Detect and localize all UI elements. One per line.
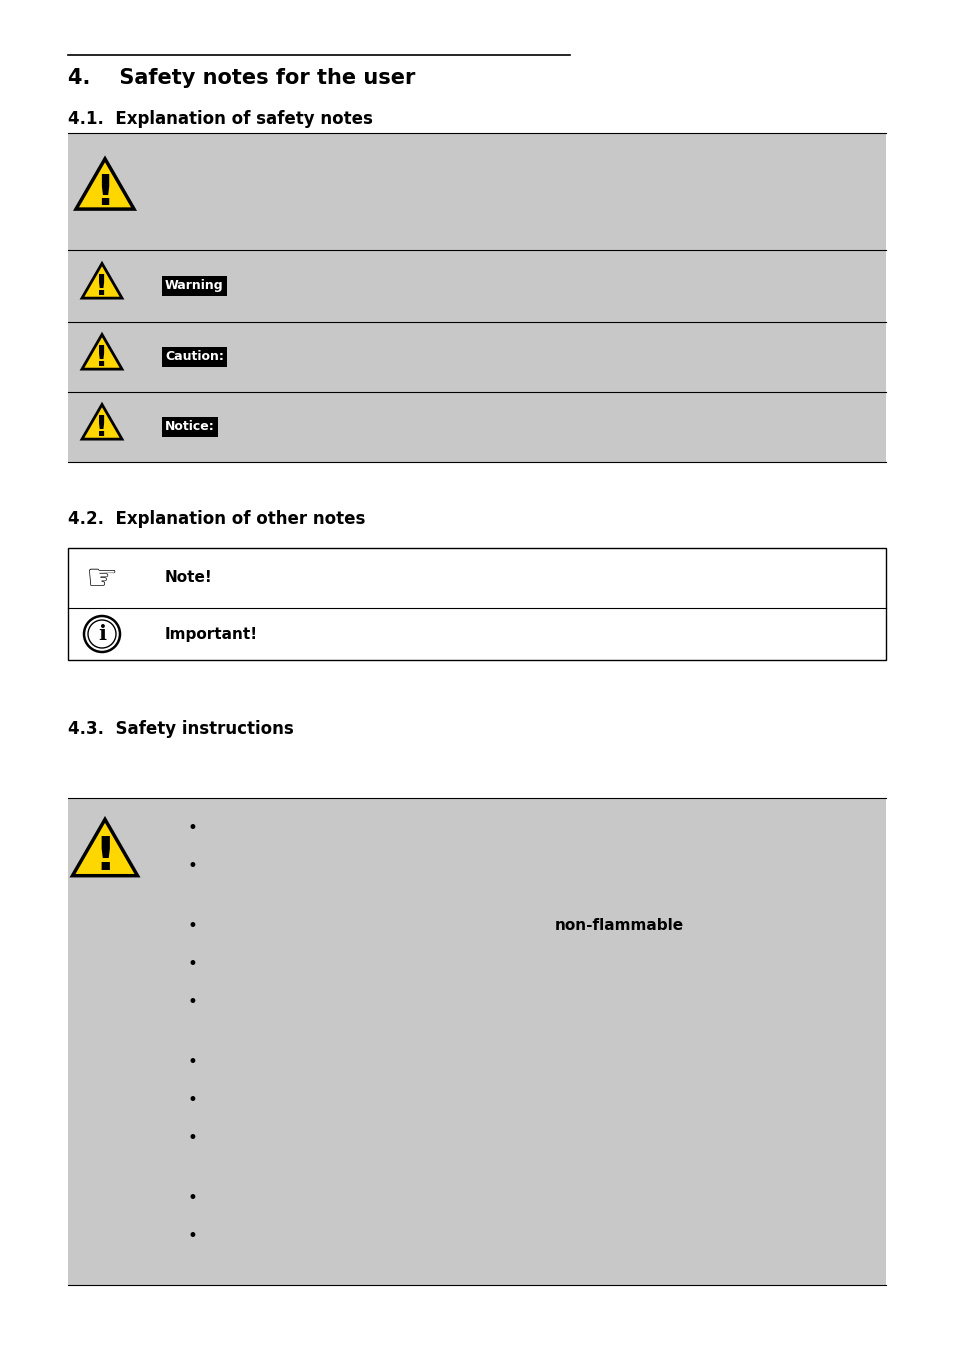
Text: •: • bbox=[187, 1188, 196, 1207]
Text: •: • bbox=[187, 955, 196, 973]
Text: non-flammable: non-flammable bbox=[555, 919, 683, 934]
Text: •: • bbox=[187, 1054, 196, 1071]
Text: !: ! bbox=[95, 171, 114, 213]
Text: !: ! bbox=[95, 344, 109, 372]
Bar bbox=[68, 393, 885, 461]
Polygon shape bbox=[76, 159, 133, 209]
Text: ☞: ☞ bbox=[86, 561, 118, 595]
Text: !: ! bbox=[95, 272, 109, 301]
Polygon shape bbox=[72, 819, 137, 876]
Text: •: • bbox=[187, 1129, 196, 1147]
Text: •: • bbox=[187, 819, 196, 836]
Bar bbox=[68, 250, 885, 322]
Text: 4.2.  Explanation of other notes: 4.2. Explanation of other notes bbox=[68, 510, 365, 527]
Bar bbox=[68, 134, 885, 250]
Text: !: ! bbox=[95, 414, 109, 441]
Text: Caution:: Caution: bbox=[165, 351, 224, 363]
Text: 4.    Safety notes for the user: 4. Safety notes for the user bbox=[68, 67, 415, 88]
Text: 4.1.  Explanation of safety notes: 4.1. Explanation of safety notes bbox=[68, 111, 373, 128]
Text: Warning: Warning bbox=[165, 279, 223, 293]
Text: Important!: Important! bbox=[165, 626, 258, 642]
Text: •: • bbox=[187, 1228, 196, 1245]
Text: •: • bbox=[187, 1091, 196, 1109]
Text: •: • bbox=[187, 993, 196, 1010]
Polygon shape bbox=[82, 405, 122, 440]
Bar bbox=[68, 322, 885, 393]
Text: !: ! bbox=[94, 835, 115, 880]
Polygon shape bbox=[82, 263, 122, 298]
Text: Note!: Note! bbox=[165, 571, 213, 585]
Text: •: • bbox=[187, 857, 196, 876]
Bar bbox=[68, 799, 885, 1286]
Text: •: • bbox=[187, 917, 196, 935]
Text: 4.3.  Safety instructions: 4.3. Safety instructions bbox=[68, 720, 294, 738]
Polygon shape bbox=[82, 335, 122, 370]
Text: Notice:: Notice: bbox=[165, 421, 214, 433]
Text: i: i bbox=[98, 625, 106, 643]
Bar bbox=[68, 548, 885, 660]
